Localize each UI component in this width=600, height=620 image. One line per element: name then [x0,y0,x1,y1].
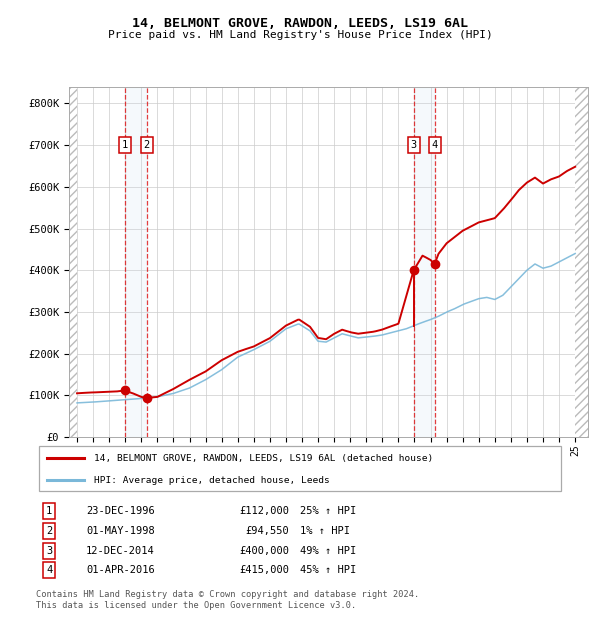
Text: 14, BELMONT GROVE, RAWDON, LEEDS, LS19 6AL (detached house): 14, BELMONT GROVE, RAWDON, LEEDS, LS19 6… [94,454,433,463]
Text: 25% ↑ HPI: 25% ↑ HPI [300,507,356,516]
Text: 2: 2 [46,526,52,536]
Text: 3: 3 [410,140,417,150]
Text: 1: 1 [122,140,128,150]
Text: 12-DEC-2014: 12-DEC-2014 [86,546,155,556]
FancyBboxPatch shape [38,446,561,492]
Text: HPI: Average price, detached house, Leeds: HPI: Average price, detached house, Leed… [94,476,330,485]
Text: £400,000: £400,000 [239,546,289,556]
Text: £112,000: £112,000 [239,507,289,516]
Text: 01-MAY-1998: 01-MAY-1998 [86,526,155,536]
Text: Price paid vs. HM Land Registry's House Price Index (HPI): Price paid vs. HM Land Registry's House … [107,30,493,40]
Text: £94,550: £94,550 [245,526,289,536]
Bar [69,87,77,437]
Text: 4: 4 [46,565,52,575]
Text: 2: 2 [143,140,150,150]
Text: 1% ↑ HPI: 1% ↑ HPI [300,526,350,536]
Text: 45% ↑ HPI: 45% ↑ HPI [300,565,356,575]
Text: 14, BELMONT GROVE, RAWDON, LEEDS, LS19 6AL: 14, BELMONT GROVE, RAWDON, LEEDS, LS19 6… [132,17,468,30]
Text: Contains HM Land Registry data © Crown copyright and database right 2024.
This d: Contains HM Land Registry data © Crown c… [36,590,419,609]
Bar [413,87,434,437]
Text: 01-APR-2016: 01-APR-2016 [86,565,155,575]
Bar [125,87,146,437]
Text: £415,000: £415,000 [239,565,289,575]
Text: 1: 1 [46,507,52,516]
Text: 23-DEC-1996: 23-DEC-1996 [86,507,155,516]
Bar [575,87,588,437]
Text: 49% ↑ HPI: 49% ↑ HPI [300,546,356,556]
Text: 4: 4 [431,140,437,150]
Text: 3: 3 [46,546,52,556]
